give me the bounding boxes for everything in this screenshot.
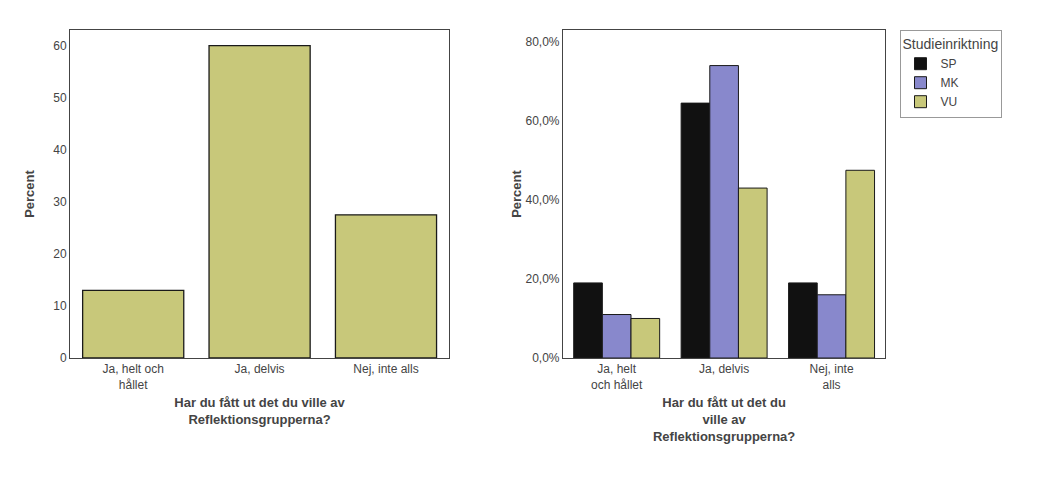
svg-text:Ja, delvis: Ja, delvis [699, 362, 749, 376]
svg-text:SP: SP [941, 57, 957, 71]
svg-text:60: 60 [53, 39, 67, 53]
svg-text:30: 30 [53, 195, 67, 209]
svg-text:Ja, heltoch hållet: Ja, heltoch hållet [591, 362, 643, 392]
svg-text:Percent: Percent [509, 169, 524, 217]
svg-text:VU: VU [941, 95, 958, 109]
svg-text:Percent: Percent [22, 169, 37, 217]
svg-text:MK: MK [941, 76, 959, 90]
svg-text:Har du fått ut det duville avR: Har du fått ut det duville avReflektions… [653, 395, 795, 444]
svg-text:Nej, intealls: Nej, intealls [810, 362, 854, 392]
svg-text:Ja, delvis: Ja, delvis [235, 362, 285, 376]
svg-text:0: 0 [60, 351, 67, 365]
svg-text:20: 20 [53, 247, 67, 261]
svg-text:Har du fått ut det du ville av: Har du fått ut det du ville avReflektion… [174, 395, 345, 427]
svg-text:Nej, inte alls: Nej, inte alls [353, 362, 418, 376]
svg-text:Ja, helt ochhållet: Ja, helt ochhållet [103, 362, 164, 392]
svg-text:40,0%: 40,0% [526, 193, 560, 207]
svg-text:20,0%: 20,0% [526, 272, 560, 286]
svg-text:10: 10 [53, 299, 67, 313]
svg-text:50: 50 [53, 91, 67, 105]
svg-text:60,0%: 60,0% [526, 114, 560, 128]
svg-text:Studieinriktning: Studieinriktning [903, 36, 999, 52]
svg-text:40: 40 [53, 143, 67, 157]
svg-text:80,0%: 80,0% [526, 35, 560, 49]
svg-text:0,0%: 0,0% [532, 351, 560, 365]
